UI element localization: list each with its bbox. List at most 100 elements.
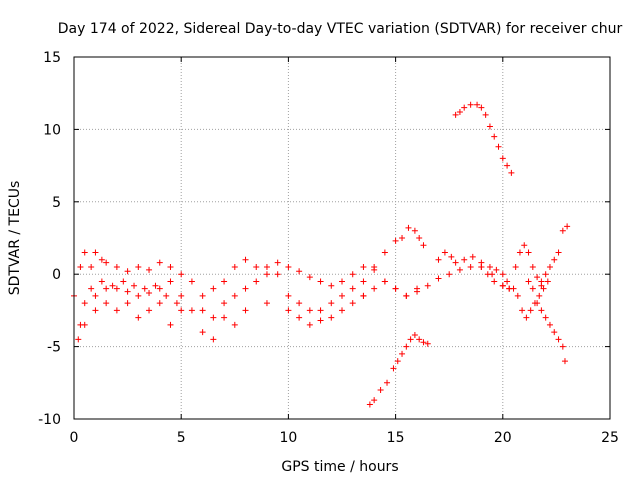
data-point	[390, 365, 397, 372]
data-point	[360, 278, 367, 285]
data-points	[71, 101, 571, 408]
data-point	[92, 307, 99, 314]
data-point	[534, 274, 541, 281]
data-point	[103, 300, 110, 307]
y-tick-label: 10	[43, 122, 61, 138]
data-point	[546, 263, 553, 270]
data-point	[146, 290, 153, 297]
data-point	[113, 307, 120, 314]
data-point	[435, 275, 442, 282]
data-point	[328, 314, 335, 321]
data-point	[113, 285, 120, 292]
data-point	[551, 256, 558, 263]
data-point	[263, 263, 270, 270]
data-point	[339, 292, 345, 299]
data-point	[529, 285, 536, 292]
data-point	[124, 268, 131, 275]
y-tick-label: 15	[43, 50, 61, 66]
data-point	[523, 314, 530, 321]
data-point	[527, 307, 534, 314]
data-point	[124, 288, 131, 295]
data-point	[446, 271, 453, 278]
data-point	[456, 109, 463, 116]
data-point	[399, 350, 406, 357]
data-point	[285, 307, 292, 314]
data-point	[306, 321, 313, 328]
data-point	[75, 336, 82, 343]
data-point	[199, 292, 206, 299]
data-point	[474, 101, 481, 108]
data-point	[416, 336, 423, 343]
data-point	[146, 266, 153, 273]
data-point	[199, 329, 206, 336]
chart-title: Day 174 of 2022, Sidereal Day-to-day VTE…	[58, 21, 623, 37]
data-point	[124, 300, 131, 307]
data-point	[103, 285, 110, 292]
data-point	[461, 256, 468, 263]
x-tick-label: 20	[494, 430, 512, 446]
data-point	[478, 104, 485, 111]
data-point	[141, 285, 148, 292]
data-point	[253, 278, 260, 285]
data-point	[392, 237, 399, 244]
data-point	[551, 329, 558, 336]
data-point	[420, 339, 427, 346]
data-point	[146, 307, 153, 314]
data-point	[242, 285, 249, 292]
grid	[74, 57, 610, 419]
data-point	[263, 300, 270, 307]
data-point	[516, 249, 523, 256]
data-point	[349, 285, 356, 292]
x-tick-label: 5	[177, 430, 186, 446]
data-point	[403, 343, 410, 350]
data-point	[452, 111, 459, 118]
data-point	[98, 256, 105, 263]
data-point	[188, 278, 195, 285]
data-point	[231, 263, 238, 270]
data-point	[371, 263, 378, 270]
data-point	[542, 314, 549, 321]
y-axis-label: SDTVAR / TECUs	[7, 181, 23, 296]
data-point	[420, 242, 427, 249]
data-point	[384, 379, 391, 386]
y-tick-label: -10	[38, 412, 61, 428]
data-point	[542, 271, 549, 278]
data-point	[178, 271, 185, 278]
data-point	[167, 278, 174, 285]
data-point	[544, 278, 551, 285]
data-point	[285, 292, 292, 299]
data-point	[167, 263, 174, 270]
data-point	[152, 282, 159, 289]
data-point	[81, 249, 88, 256]
data-point	[452, 259, 459, 266]
data-point	[360, 292, 367, 299]
data-point	[381, 249, 388, 256]
data-point	[120, 278, 127, 285]
data-point	[163, 292, 170, 299]
data-point	[484, 271, 491, 278]
data-point	[242, 307, 249, 314]
data-point	[478, 263, 485, 270]
data-point	[381, 278, 388, 285]
data-point	[328, 282, 335, 289]
data-point	[135, 263, 142, 270]
data-point	[156, 285, 163, 292]
data-point	[405, 224, 412, 231]
y-tick-label: 0	[52, 267, 61, 283]
data-point	[296, 300, 303, 307]
data-point	[339, 278, 345, 285]
x-tick-label: 10	[279, 430, 297, 446]
data-point	[495, 143, 502, 150]
data-point	[559, 227, 566, 234]
data-point	[546, 321, 553, 328]
data-point	[339, 307, 345, 314]
data-point	[199, 307, 206, 314]
data-point	[306, 274, 313, 281]
data-point	[349, 300, 356, 307]
plot-frame	[73, 56, 611, 420]
axis-ticks: 0 5 10 15 20 25 -10 -5 0 5 10 15	[38, 50, 619, 446]
data-point	[399, 235, 406, 241]
y-tick-label: -5	[47, 340, 61, 356]
data-point	[441, 249, 448, 256]
